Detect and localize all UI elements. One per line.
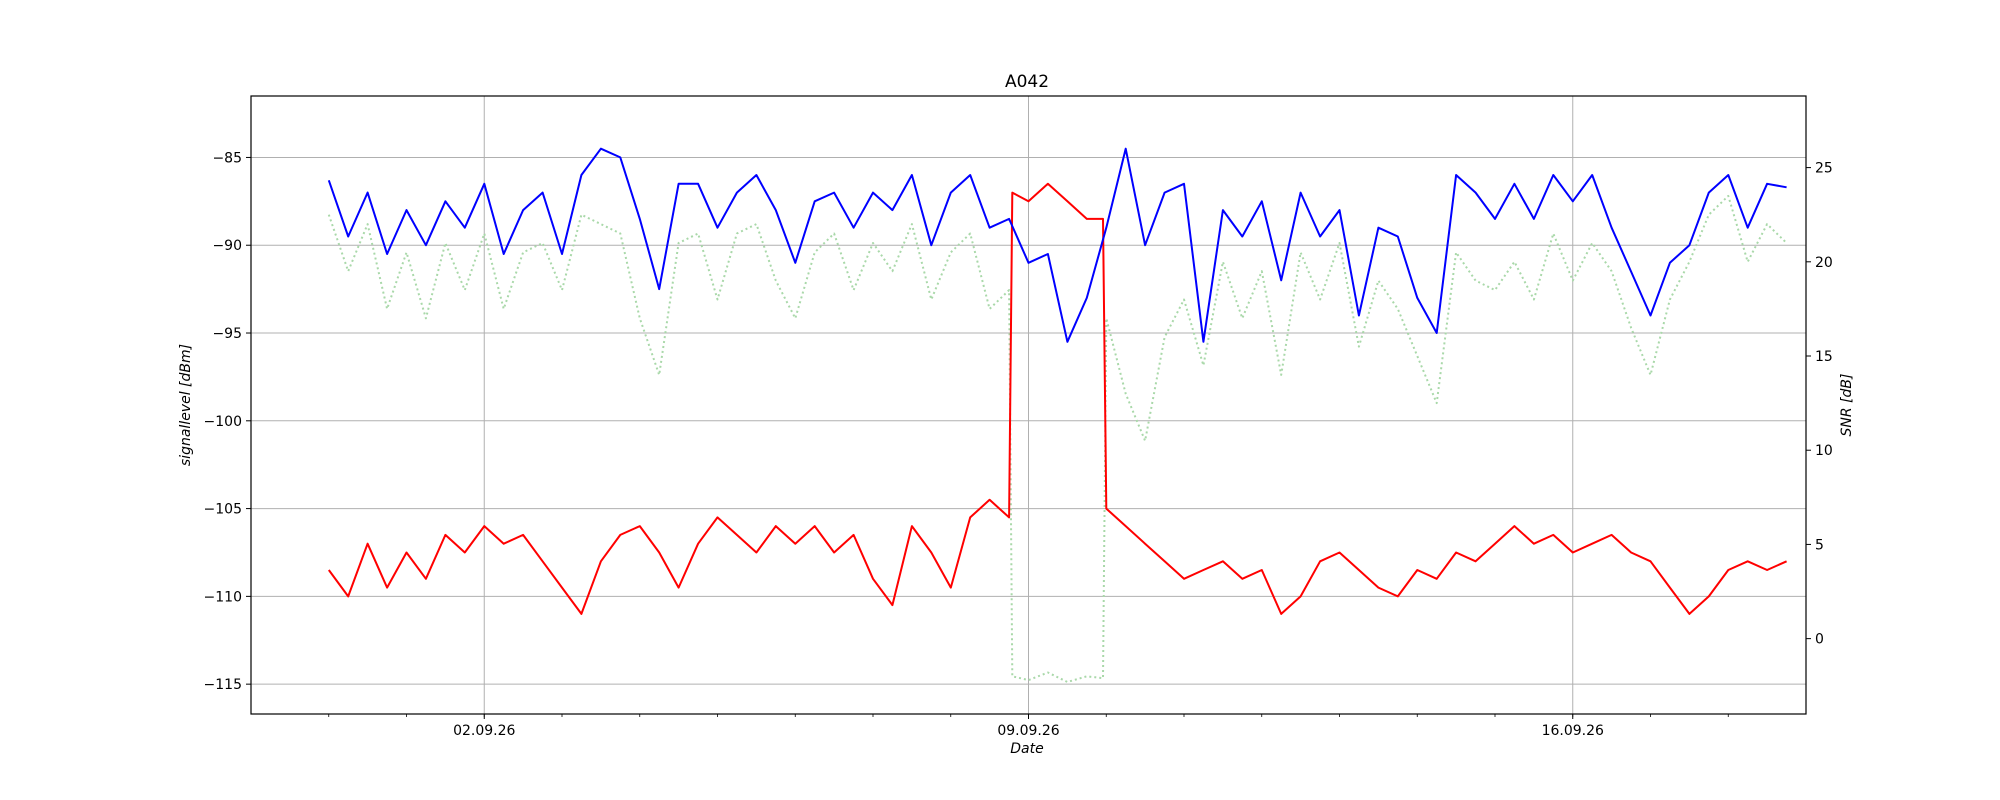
axis-ticks: −85 −90 −95 −100 −105 −110 −115 25 20 15 10 5 0 02.09… bbox=[204, 150, 1833, 739]
green-series-line bbox=[327, 194, 1788, 683]
grid-lines bbox=[251, 96, 1806, 714]
blue-series-line bbox=[327, 147, 1787, 343]
x-tick-label: 16.09.26 bbox=[1542, 723, 1604, 739]
y2-tick-label: 25 bbox=[1815, 161, 1833, 177]
y2-tick-label: 5 bbox=[1815, 537, 1824, 553]
y2-tick-label: 15 bbox=[1815, 349, 1833, 365]
x-tick-label: 02.09.26 bbox=[453, 723, 515, 739]
y-tick-label: −115 bbox=[204, 677, 242, 693]
y-tick-label: −100 bbox=[204, 414, 242, 430]
y-tick-label: −85 bbox=[212, 150, 242, 166]
y-tick-label: −90 bbox=[212, 238, 242, 254]
y2-axis-title: SNR [dB] bbox=[1839, 374, 1855, 437]
y-tick-label: −110 bbox=[204, 589, 242, 605]
y2-tick-label: 0 bbox=[1815, 632, 1824, 648]
y-axis-title: signallevel [dBm] bbox=[178, 344, 194, 466]
x-tick-label: 09.09.26 bbox=[997, 723, 1059, 739]
y-tick-label: −105 bbox=[204, 502, 242, 518]
y2-tick-label: 10 bbox=[1815, 443, 1833, 459]
chart-title: A042 bbox=[1005, 72, 1049, 92]
red-series-line bbox=[327, 182, 1788, 615]
series-lines bbox=[327, 147, 1788, 683]
y-tick-label: −95 bbox=[212, 326, 242, 342]
x-axis-title: Date bbox=[1010, 741, 1043, 757]
y2-tick-label: 20 bbox=[1815, 255, 1833, 271]
